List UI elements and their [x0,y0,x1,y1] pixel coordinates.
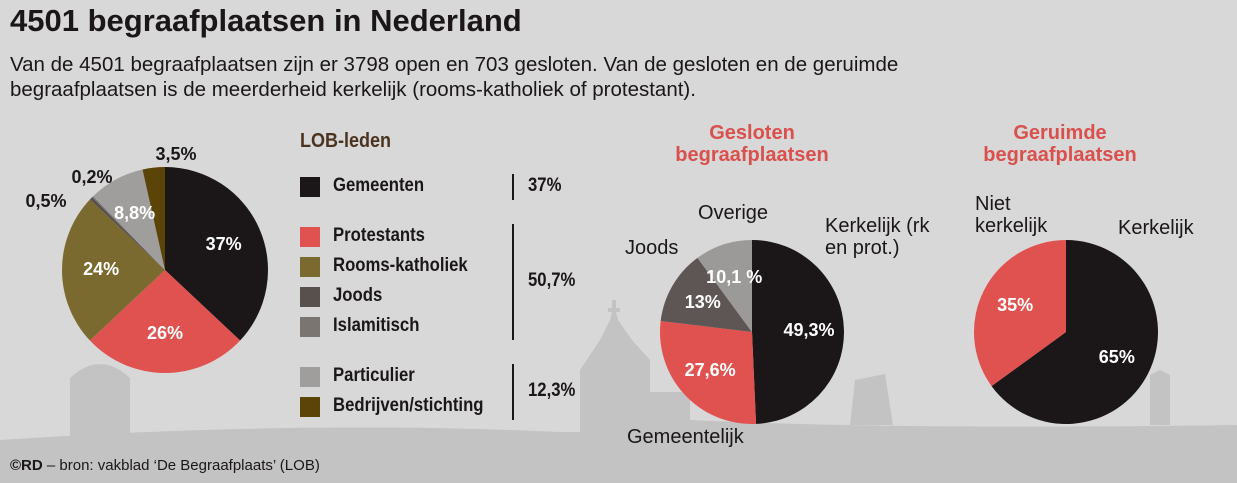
category-label: Overige [698,202,769,224]
data-label: 26% [146,322,184,343]
data-label: 35% [997,295,1034,316]
data-label: 27,6% [684,359,736,380]
title: 4501 begraafplaatsen in Nederland [10,3,522,38]
legend-swatch [300,317,320,337]
data-label: 37% [205,233,242,254]
legend-title: LOB-leden [300,130,392,152]
subtitle: Van de 4501 begraafplaatsen zijn er 3798… [10,53,899,102]
legend-swatch [300,397,320,417]
pie-slice [93,169,165,270]
pie-slice [974,240,1066,387]
category-label: Joods [625,237,679,259]
pie-slice [89,270,241,373]
pie-slice [92,196,165,270]
category-label: Niet kerkelijk [975,193,1048,237]
pie-slice [61,199,165,341]
data-label: 0,2% [71,167,113,188]
pie-slice [142,167,165,270]
group-total: 37% [528,175,562,196]
data-label: 49,3% [783,319,835,340]
data-label: 13% [684,292,721,313]
pie-slice [697,240,752,332]
legend-label: Islamitisch [333,315,420,336]
data-label: 65% [1098,346,1135,367]
pie-slice [752,240,845,424]
footer: ©RD – bron: vakblad ‘De Begraafplaats’ (… [10,457,320,475]
graveyard-silhouette [0,300,1237,483]
legend-swatch [300,177,320,197]
data-label: 3,5% [155,144,197,165]
legend-swatch [300,367,320,387]
legend-label: Gemeenten [333,175,425,196]
legend-label: Bedrijven/stichting [333,395,484,416]
legend-swatch [300,287,320,307]
data-label: 8,8% [114,202,156,223]
pie-slice [89,197,165,270]
pie-title: Gesloten begraafplaatsen [675,122,829,166]
legend-swatch [300,227,320,247]
group-total: 12,3% [528,380,576,401]
group-total: 50,7% [528,270,576,291]
data-label: 24% [83,259,120,280]
credit: ©RD [10,457,43,474]
category-label: Gemeentelijk [627,426,744,448]
legend-swatch [300,257,320,277]
legend-label: Protestants [333,225,425,246]
pie-slice [991,240,1158,425]
data-label: 10,1 % [706,266,763,287]
pie-slice [660,321,757,424]
category-label: Kerkelijk [1118,217,1194,239]
data-label: 0,5% [25,191,67,212]
pie-slice [660,257,752,332]
category-label: Kerkelijk (rk en prot.) [825,215,930,259]
pie-title: Geruimde begraafplaatsen [983,122,1137,166]
pie-slice [165,167,269,341]
legend-label: Particulier [333,365,415,386]
legend-label: Rooms-katholiek [333,255,468,276]
legend-label: Joods [333,285,383,306]
source: – bron: vakblad ‘De Begraafplaats’ (LOB) [46,457,320,474]
